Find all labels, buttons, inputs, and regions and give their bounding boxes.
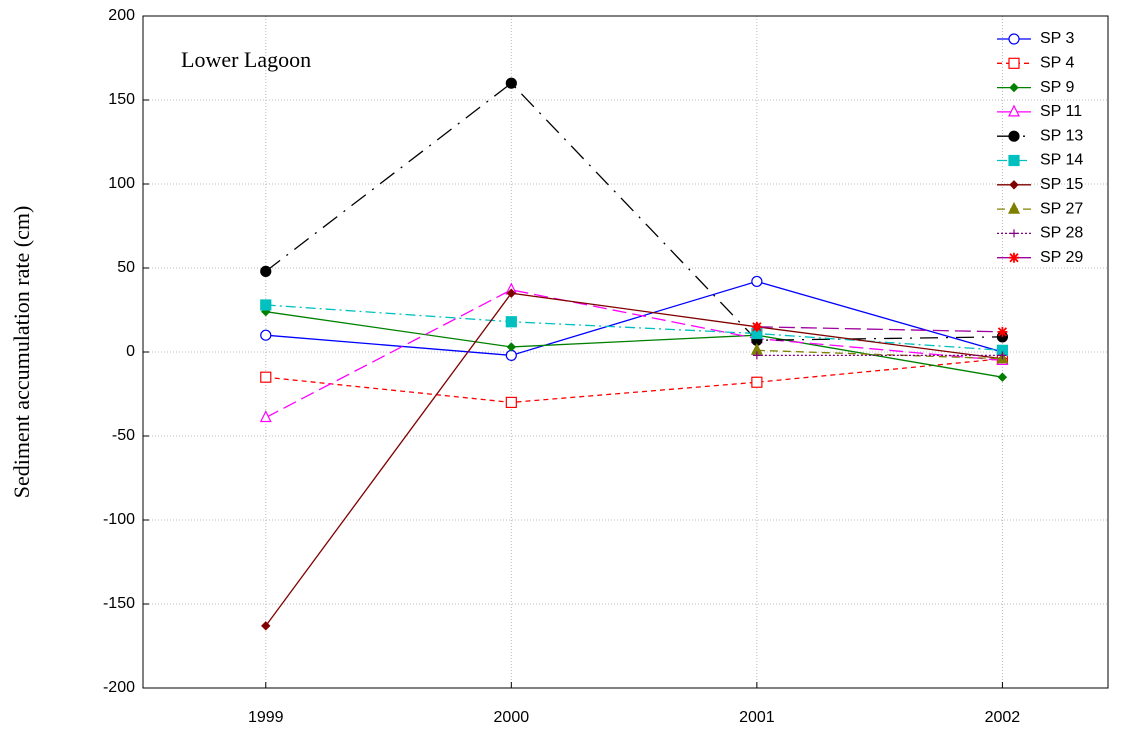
y-tick-label: -200 [103,679,135,696]
y-tick-label: 150 [108,91,135,108]
legend-label: SP 27 [1040,200,1083,217]
series-line [265,311,1003,378]
marker [260,265,272,277]
legend-label: SP 11 [1040,103,1082,120]
y-tick-label: -150 [103,595,135,612]
legend-marker [1008,104,1020,117]
legend-label: SP 29 [1040,249,1083,266]
marker [997,326,1008,337]
legend-label: SP 13 [1040,127,1083,144]
plot-frame [142,15,1109,689]
y-axis-label: Sediment accumulation rate (cm) [9,206,34,499]
marker [506,342,517,352]
marker [259,410,272,423]
marker [751,275,763,288]
marker [751,321,762,332]
marker [261,621,271,631]
marker [260,371,272,383]
x-tick-label: 2001 [739,709,775,726]
y-tick-label: 50 [117,259,135,276]
marker [505,77,517,89]
legend-marker [1008,154,1020,167]
marker [505,349,517,361]
series-line [265,292,1003,627]
marker [260,299,272,311]
marker [997,372,1008,382]
marker [506,288,517,298]
legend-label: SP 3 [1040,30,1075,47]
legend-label: SP 9 [1040,79,1075,96]
series-line [756,326,1003,333]
legend-marker [1008,201,1020,214]
legend-marker [1008,57,1020,69]
series-line [756,349,1003,360]
marker [751,376,763,388]
legend-label: SP 14 [1040,152,1083,169]
legend-label: SP 15 [1040,176,1083,193]
x-tick-label: 2002 [985,709,1021,726]
legend-marker [1010,229,1018,238]
marker [752,351,761,360]
legend-marker [1009,252,1019,263]
marker [505,316,517,328]
x-tick-label: 1999 [248,709,284,726]
legend-marker [1009,180,1019,190]
series-line [265,82,1003,341]
y-tick-label: -50 [112,427,135,444]
y-tick-label: 100 [108,175,135,192]
y-tick-label: 200 [108,7,135,24]
legend-marker [1009,82,1019,93]
marker [505,396,517,408]
y-tick-label: 0 [126,343,135,360]
series-line [265,289,1003,419]
series-line [265,280,1003,357]
legend-marker [1008,33,1020,45]
marker [998,351,1007,360]
series-line [265,304,1003,351]
x-tick-label: 2000 [494,709,530,726]
legend-marker [1008,130,1020,142]
annotation: Lower Lagoon [181,47,311,72]
legend-label: SP 28 [1040,225,1083,242]
y-tick-label: -100 [103,511,135,528]
marker [260,329,272,341]
legend-label: SP 4 [1040,55,1075,72]
series-line [265,358,1003,404]
